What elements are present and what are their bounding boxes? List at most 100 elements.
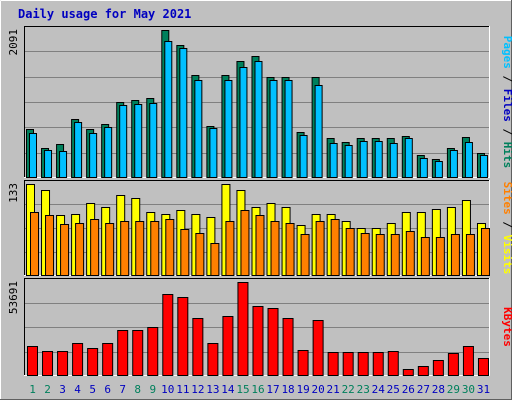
bar-kbytes [147,327,159,376]
y-max-label: 133 [7,183,20,203]
bar-kbytes [207,343,219,376]
bar-kbytes [477,358,489,376]
x-tick-label: 21 [327,383,340,396]
x-tick-label: 2 [44,383,51,396]
axis-title-part: Sites [501,182,512,215]
x-tick-label: 14 [221,383,235,396]
bar-kbytes [357,352,369,376]
bar-files [374,141,383,178]
bar-files [269,80,278,178]
bar-files [254,61,263,178]
bar-kbytes [387,351,399,376]
x-tick-label: 5 [89,383,96,396]
axis-title-part: / [501,215,512,235]
bar-sites [45,215,55,276]
x-tick-label: 1 [29,383,36,396]
x-tick-label: 13 [206,383,219,396]
x-tick-label: 8 [134,383,141,396]
bar-files [44,150,53,178]
x-tick-label: 17 [266,383,279,396]
x-tick-label: 18 [281,383,294,396]
x-tick-label: 11 [176,383,189,396]
bar-files [314,85,323,178]
x-tick-label: 28 [432,383,445,396]
x-tick-label: 3 [59,383,66,396]
x-tick-label: 22 [342,383,355,396]
bar-sites [405,231,415,276]
bar-kbytes [402,369,414,376]
bar-files [419,158,428,178]
bar-files [194,80,203,178]
bar-kbytes [297,350,309,376]
bar-files [464,142,473,178]
bar-sites [375,234,385,276]
bar-files [164,41,173,178]
bar-kbytes [462,346,474,376]
bar-kbytes [342,352,354,376]
bar-files [359,141,368,178]
bar-files [89,133,98,178]
bar-files [449,150,458,178]
bar-kbytes [327,352,339,376]
bar-kbytes [177,297,189,376]
bar-files [74,122,83,178]
x-tick-label: 27 [417,383,430,396]
bar-sites [480,228,490,276]
x-tick-label: 9 [149,383,156,396]
bar-sites [270,221,280,276]
bar-kbytes [72,343,84,376]
bar-files [29,133,37,178]
bar-sites [255,215,265,276]
bar-sites [360,233,370,276]
bar-sites [330,219,340,276]
bar-sites [225,221,235,276]
bar-sites [210,243,220,276]
bar-sites [420,237,430,276]
bar-sites [60,224,70,276]
bar-sites [465,234,475,276]
bar-files [389,143,398,178]
bar-kbytes [312,320,324,376]
bar-files [119,105,128,178]
bar-sites [315,221,325,276]
x-tick-label: 23 [357,383,370,396]
x-tick-label: 6 [104,383,111,396]
bar-kbytes [282,318,294,376]
bar-sites [30,212,39,276]
axis-title: Sites / Visits [501,182,512,275]
bar-kbytes [447,353,459,376]
axis-title: KBytes [501,307,512,347]
x-tick-label: 26 [402,383,415,396]
bar-sites [390,234,400,276]
bar-kbytes [102,343,114,376]
bar-sites [165,219,175,276]
bar-kbytes [372,352,384,376]
bar-sites [105,223,115,276]
bar-sites [150,221,160,276]
bar-sites [300,234,310,276]
x-tick-label: 16 [251,383,264,396]
axis-title-part: Files [501,89,512,122]
bar-sites [195,233,205,276]
x-tick-label: 25 [387,383,400,396]
bar-files [224,80,233,178]
bar-files [299,135,308,178]
bar-files [434,161,443,178]
x-tick-label: 29 [447,383,460,396]
x-tick-label: 31 [477,383,490,396]
bar-kbytes [27,346,38,376]
bar-sites [345,228,355,276]
bar-sites [75,223,85,276]
bar-files [239,67,248,178]
x-tick-label: 20 [312,383,325,396]
bar-files [104,127,113,178]
bar-files [209,128,218,178]
bar-kbytes [117,330,129,376]
y-max-label: 53691 [7,281,20,314]
bar-kbytes [237,282,249,376]
y-max-label: 2091 [7,29,20,56]
axis-title-part: / [501,69,512,89]
x-tick-label: 19 [296,383,309,396]
bar-kbytes [417,366,429,376]
